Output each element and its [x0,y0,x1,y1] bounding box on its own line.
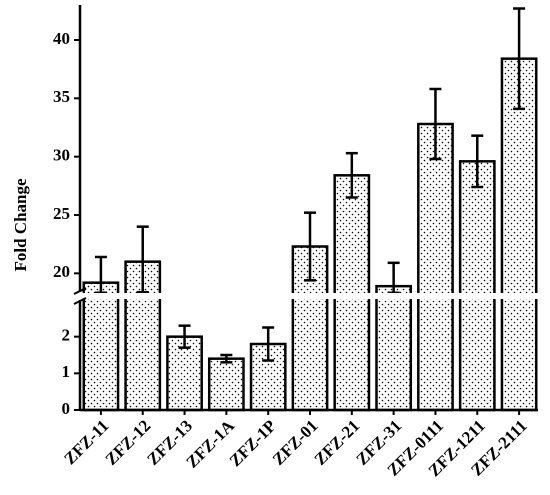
bar [207,357,245,412]
y-tick-label: 2 [62,326,71,345]
y-axis-label: Fold Change [11,178,30,271]
y-tick-label: 35 [53,87,70,106]
x-tick-label: ZFZ-1A [182,416,238,472]
y-tick-label: 0 [62,399,71,418]
x-tick-label: ZFZ-11 [60,416,112,468]
bar [333,174,371,412]
y-tick-label: 1 [62,362,71,381]
bar [417,122,454,412]
x-tick-label: ZFZ-01 [269,416,322,469]
bar [500,57,538,412]
y-tick-label: 40 [53,29,70,48]
y-tick-label: 20 [53,262,70,281]
axis-break [72,293,544,299]
bar [82,281,120,412]
x-tick-label: ZFZ-12 [101,416,154,469]
y-tick-label: 30 [53,146,70,165]
y-tick-label: 25 [53,204,70,223]
break-mark [73,297,87,305]
bar [375,284,413,412]
x-tick-label: ZFZ-1P [226,416,280,470]
break-mark [73,287,87,295]
x-tick-label: ZFZ-21 [311,416,364,469]
bar [458,160,496,412]
